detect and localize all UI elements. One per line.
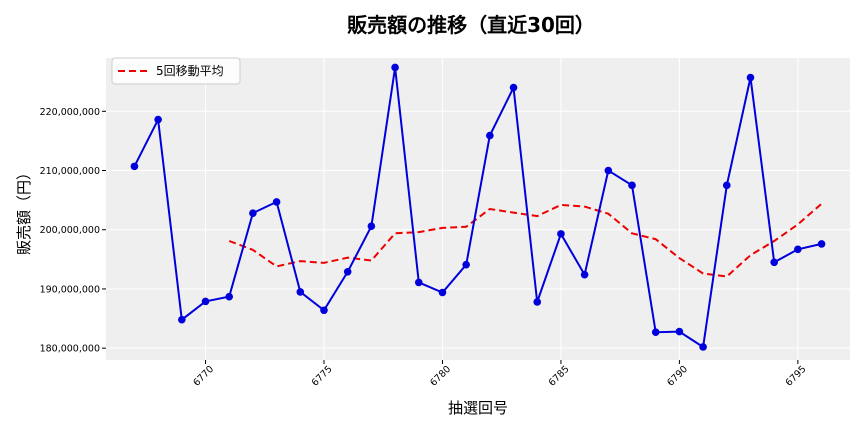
- y-tick-label: 180,000,000: [40, 344, 100, 355]
- legend-box: [111, 57, 241, 85]
- data-point: [462, 260, 470, 269]
- x-tick-label: 6790: [665, 364, 690, 389]
- data-point: [722, 181, 731, 190]
- legend-label: 5回移動平均: [156, 64, 224, 78]
- legend: 5回移動平均: [111, 57, 241, 85]
- data-point: [201, 297, 210, 306]
- grid: [106, 58, 850, 360]
- sales-points: [130, 63, 826, 351]
- y-axis-ticks: 180,000,000 190,000,000 200,000,000 210,000…: [40, 107, 106, 355]
- data-point: [699, 343, 707, 351]
- y-tick-label: 190,000,000: [40, 284, 100, 295]
- x-axis-ticks: 6770 6775 6780 6785 6790 6795: [191, 360, 809, 389]
- data-point: [367, 222, 376, 230]
- sales-line: [133, 67, 822, 349]
- x-tick-label: 6795: [784, 364, 809, 389]
- chart-title: 販売額の推移（直近30回）: [347, 13, 595, 37]
- data-point: [770, 258, 778, 267]
- data-point: [178, 315, 186, 324]
- y-tick-label: 220,000,000: [40, 107, 100, 118]
- data-point: [130, 162, 139, 171]
- data-point: [225, 292, 234, 301]
- data-point: [557, 230, 565, 238]
- y-tick-label: 200,000,000: [40, 225, 100, 236]
- x-tick-label: 6770: [191, 364, 216, 389]
- data-point: [249, 209, 257, 217]
- x-tick-label: 6785: [547, 364, 572, 389]
- x-tick-label: 6775: [310, 364, 335, 389]
- data-point: [794, 245, 802, 254]
- data-point: [675, 327, 684, 336]
- data-point: [154, 115, 162, 124]
- x-axis-label: 抽選回号: [448, 399, 508, 417]
- data-point: [628, 181, 636, 190]
- moving-average-line: [228, 202, 823, 278]
- data-point: [296, 288, 305, 296]
- data-point: [438, 288, 447, 297]
- y-axis-label: 販売額（円）: [15, 165, 33, 255]
- plot-area: [106, 58, 850, 360]
- x-tick-label: 6780: [428, 364, 453, 389]
- data-point: [320, 306, 328, 315]
- data-point: [533, 298, 542, 306]
- data-point: [509, 83, 518, 92]
- data-point: [414, 278, 423, 287]
- data-point: [391, 63, 399, 72]
- y-tick-label: 210,000,000: [40, 166, 100, 177]
- data-point: [817, 240, 826, 248]
- data-point: [746, 73, 755, 82]
- data-point: [272, 198, 281, 206]
- data-point: [651, 328, 660, 336]
- data-point: [604, 166, 613, 175]
- data-point: [580, 270, 589, 279]
- data-point: [343, 267, 352, 276]
- data-point: [486, 131, 494, 140]
